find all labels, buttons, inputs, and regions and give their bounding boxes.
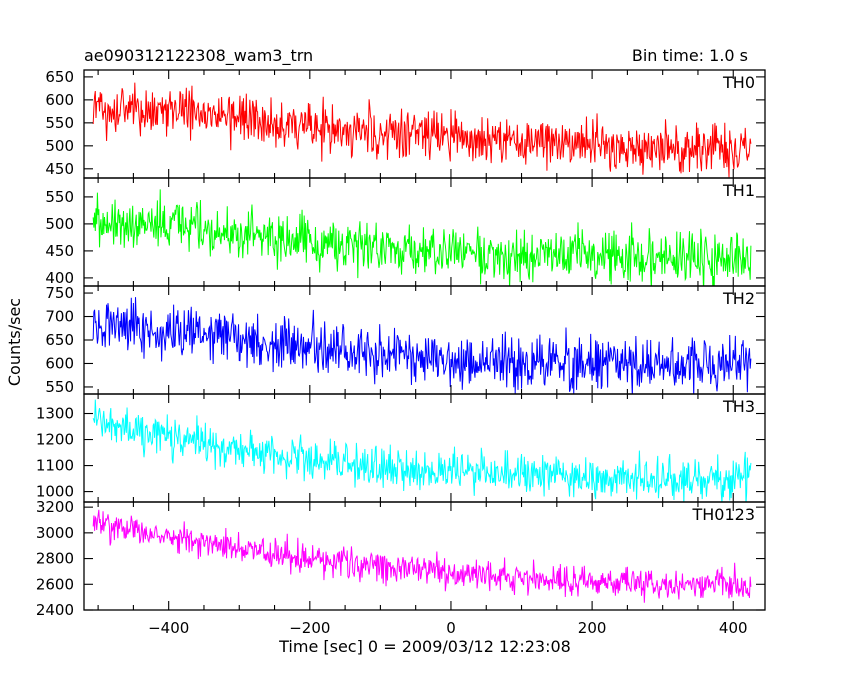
series-line-th0123	[92, 509, 752, 603]
y-tick-label: 1200	[36, 431, 74, 449]
x-tick-label: −400	[148, 619, 189, 637]
chart-title-right: Bin time: 1.0 s	[632, 46, 748, 65]
y-tick-label: 1300	[36, 405, 74, 423]
y-tick-label: 650	[45, 331, 74, 349]
x-tick-label: −200	[289, 619, 330, 637]
y-tick-label: 500	[45, 137, 74, 155]
y-tick-label: 650	[45, 68, 74, 86]
panels-group: 450 500 550 600 650 TH0 400 450 500 550 TH1 550 600 6…	[36, 68, 766, 637]
panel-label-th2: TH2	[722, 289, 755, 308]
series-line-th2	[92, 297, 752, 394]
panel-th1: 400 450 500 550 TH1	[45, 177, 766, 287]
y-tick-label: 600	[45, 354, 74, 372]
x-axis-label: Time [sec] 0 = 2009/03/12 12:23:08	[278, 637, 571, 656]
x-tick-label: 200	[578, 619, 607, 637]
y-tick-label: 400	[45, 269, 74, 287]
panel-frame	[83, 393, 766, 503]
panel-label-th1: TH1	[722, 181, 755, 200]
y-tick-label: 450	[45, 160, 74, 178]
panel-th2: 550 600 650 700 750 TH2	[45, 284, 766, 396]
panel-label-th0: TH0	[722, 73, 755, 92]
panel-th3: 1000 1100 1200 1300 TH3	[36, 393, 766, 503]
y-tick-label: 500	[45, 215, 74, 233]
y-tick-label: 550	[45, 378, 74, 396]
y-tick-label: 1100	[36, 457, 74, 475]
x-tick-label: 400	[719, 619, 748, 637]
y-tick-label: 2800	[36, 550, 74, 568]
y-axis-label: Counts/sec	[5, 298, 24, 386]
y-tick-label: 750	[45, 284, 74, 302]
series-line-th0	[92, 82, 752, 178]
panel-label-th3: TH3	[722, 397, 755, 416]
panel-frame	[83, 501, 766, 611]
panel-label-th0123: TH0123	[691, 505, 755, 524]
y-tick-label: 600	[45, 91, 74, 109]
y-tick-label: 1000	[36, 483, 74, 501]
y-tick-label: 3000	[36, 524, 74, 542]
chart-title-left: ae090312122308_wam3_trn	[84, 46, 313, 66]
y-tick-label: 450	[45, 242, 74, 260]
series-line-th1	[92, 189, 752, 286]
y-tick-label: 2600	[36, 575, 74, 593]
panel-th0: 450 500 550 600 650 TH0	[45, 68, 766, 179]
series-line-th3	[92, 399, 752, 502]
y-tick-label: 550	[45, 114, 74, 132]
y-tick-label: 550	[45, 188, 74, 206]
x-tick-label: 0	[446, 619, 456, 637]
y-tick-label: 3200	[36, 498, 74, 516]
y-tick-label: 2400	[36, 601, 74, 619]
y-tick-label: 700	[45, 308, 74, 326]
panel-th0123: 2400 2600 2800 3000 3200 TH0123	[36, 498, 766, 619]
